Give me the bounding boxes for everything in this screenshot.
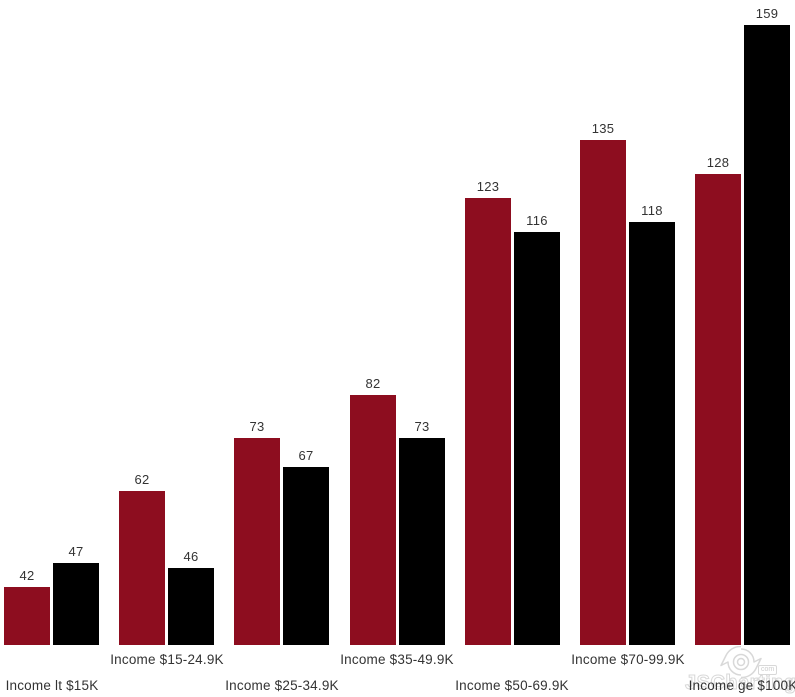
bar[interactable] <box>695 174 741 645</box>
watermark-tld: com <box>758 665 778 675</box>
value-label: 73 <box>414 419 430 434</box>
bar[interactable] <box>744 25 790 645</box>
bar[interactable] <box>580 140 626 645</box>
jscharting-logo-icon <box>720 646 762 678</box>
value-label: 116 <box>526 213 548 228</box>
bar[interactable] <box>234 438 280 645</box>
bar[interactable] <box>283 467 329 645</box>
category-label: Income $50-69.9K <box>455 678 569 693</box>
value-label: 73 <box>249 419 265 434</box>
value-label: 159 <box>755 6 779 21</box>
category-label: Income $25-34.9K <box>225 678 339 693</box>
value-label: 46 <box>183 549 199 564</box>
bar[interactable] <box>350 395 396 645</box>
category-label: Income $15-24.9K <box>110 652 224 667</box>
category-label: Income $70-99.9K <box>571 652 685 667</box>
value-label: 135 <box>591 121 615 136</box>
bar[interactable] <box>119 491 165 645</box>
bar[interactable] <box>465 198 511 645</box>
watermark-text: JSCharting <box>685 672 795 695</box>
value-label: 82 <box>365 376 381 391</box>
category-label: Income lt $15K <box>5 678 99 693</box>
value-label: 42 <box>19 568 35 583</box>
value-label: 118 <box>641 203 663 218</box>
watermark[interactable]: JSCharting com <box>684 640 795 697</box>
bar[interactable] <box>53 563 99 645</box>
bar[interactable] <box>399 438 445 645</box>
value-label: 62 <box>134 472 150 487</box>
bar[interactable] <box>629 222 675 645</box>
value-label: 128 <box>706 155 730 170</box>
category-label: Income ge $100K <box>688 678 795 693</box>
bar[interactable] <box>168 568 214 645</box>
bar[interactable] <box>4 587 50 645</box>
value-label: 47 <box>68 544 84 559</box>
value-label: 67 <box>298 448 314 463</box>
category-label: Income $35-49.9K <box>340 652 454 667</box>
bar[interactable] <box>514 232 560 645</box>
value-label: 123 <box>476 179 500 194</box>
